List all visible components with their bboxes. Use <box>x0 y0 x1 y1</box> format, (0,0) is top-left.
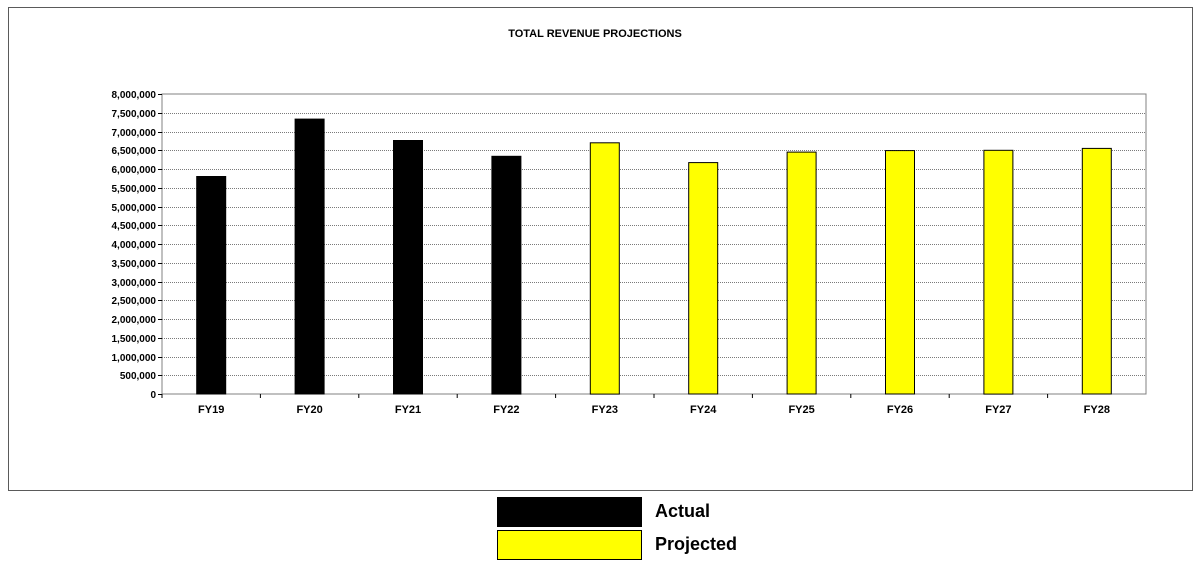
bar-fy22 <box>491 155 522 395</box>
chart-title: TOTAL REVENUE PROJECTIONS <box>508 28 682 40</box>
x-tick-label: FY20 <box>296 404 322 416</box>
y-tick-label: 8,000,000 <box>112 90 157 101</box>
y-tick-label: 1,500,000 <box>112 334 157 345</box>
legend-label-actual: Actual <box>655 501 711 521</box>
y-tick-label: 5,500,000 <box>112 184 157 195</box>
y-tick-label: 7,500,000 <box>112 109 157 120</box>
bar-fy19 <box>196 176 227 395</box>
x-tick-label: FY28 <box>1084 404 1110 416</box>
x-tick-label: FY26 <box>887 404 913 416</box>
bar-fy26 <box>885 150 915 395</box>
y-tick-label: 6,500,000 <box>112 146 157 157</box>
x-tick-label: FY23 <box>592 404 618 416</box>
bar-fy25 <box>786 151 817 395</box>
chart-frame: TOTAL REVENUE PROJECTIONS 0 500,000 1,000,… <box>8 7 1193 491</box>
bars <box>196 118 1112 395</box>
legend-item-projected: Projected <box>497 530 757 560</box>
x-axis-ticks: FY19 FY20 FY21 FY22 FY23 FY24 FY25 FY26 FY27 FY28 <box>161 394 1110 416</box>
y-tick-label: 1,000,000 <box>112 353 157 364</box>
x-tick-label: FY22 <box>493 404 519 416</box>
bar-fy24 <box>688 162 719 395</box>
y-tick-label: 6,000,000 <box>112 165 157 176</box>
y-tick-label: 3,000,000 <box>112 278 157 289</box>
x-tick-label: FY21 <box>395 404 421 416</box>
y-tick-label: 4,000,000 <box>112 240 157 251</box>
bar-chart: TOTAL REVENUE PROJECTIONS 0 500,000 1,000,… <box>112 28 1147 416</box>
bar-fy20 <box>294 118 325 395</box>
y-tick-label: 2,000,000 <box>112 315 157 326</box>
legend-swatch-actual <box>497 497 642 527</box>
y-tick-label: 7,000,000 <box>112 128 157 139</box>
y-tick-label: 5,000,000 <box>112 203 157 214</box>
bar-fy27 <box>983 149 1014 395</box>
legend-swatch-projected <box>497 530 642 560</box>
y-tick-label: 3,500,000 <box>112 259 157 270</box>
bar-fy23 <box>589 142 620 395</box>
x-tick-label: FY27 <box>985 404 1011 416</box>
bar-fy21 <box>393 140 423 395</box>
legend-label-projected: Projected <box>655 534 738 554</box>
y-tick-label: 4,500,000 <box>112 221 157 232</box>
bar-fy28 <box>1081 147 1112 395</box>
x-tick-label: FY25 <box>788 404 814 416</box>
x-tick-label: FY19 <box>198 404 224 416</box>
legend-item-actual: Actual <box>497 497 757 527</box>
y-axis-ticks: 0 500,000 1,000,000 1,500,000 2,000,000 2,500… <box>112 90 162 401</box>
y-tick-label: 0 <box>150 390 156 401</box>
x-tick-label: FY24 <box>690 404 717 416</box>
y-tick-label: 500,000 <box>120 371 157 382</box>
y-tick-label: 2,500,000 <box>112 296 157 307</box>
gridlines <box>162 113 1146 376</box>
